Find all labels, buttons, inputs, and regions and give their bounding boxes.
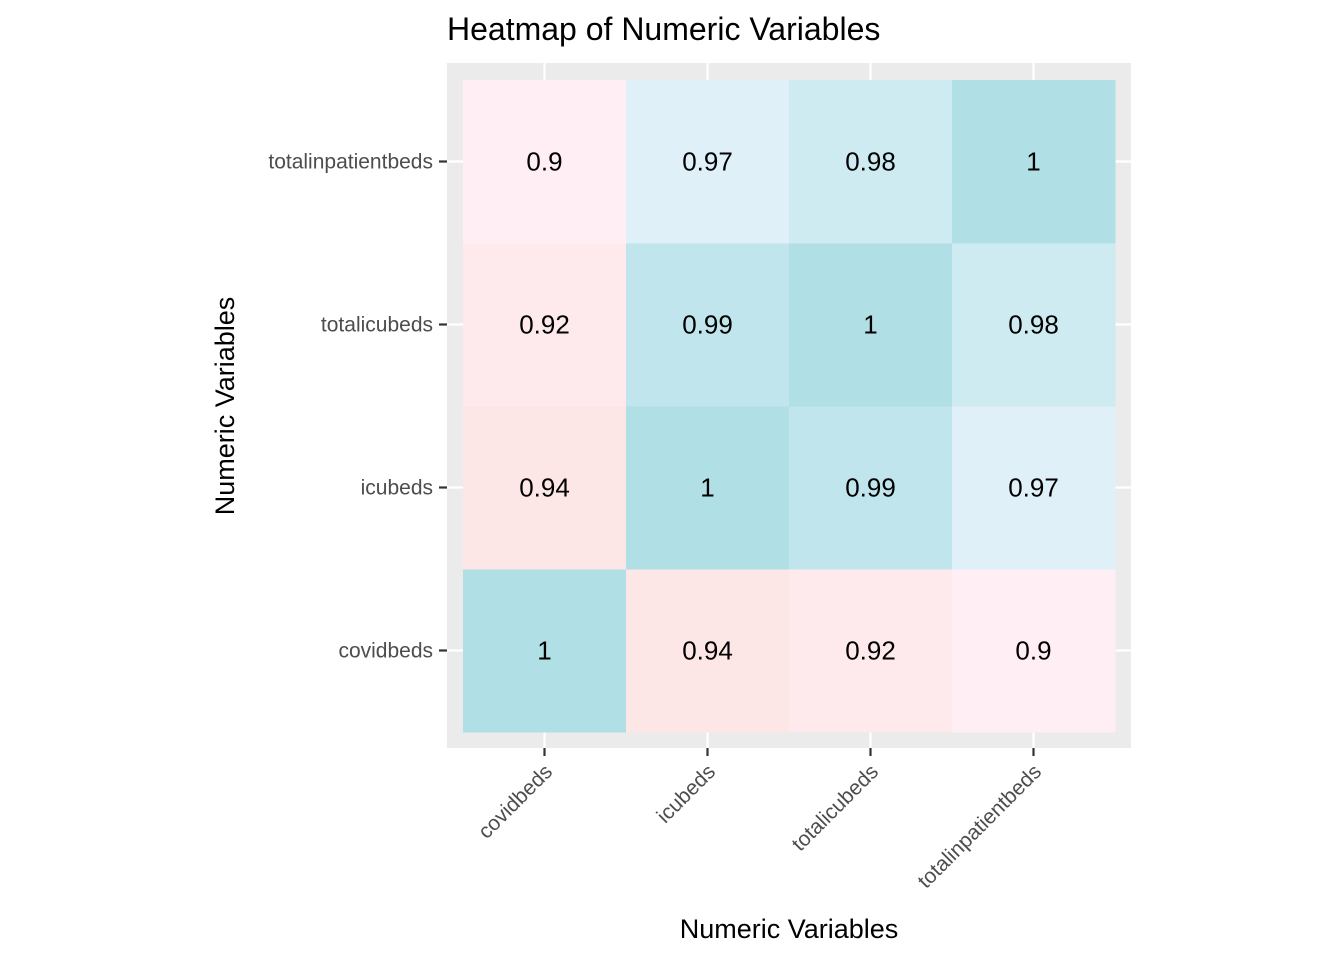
cell-value-label: 0.9 <box>1015 636 1051 666</box>
cell-value-label: 0.97 <box>682 147 733 177</box>
heatmap-cell <box>626 243 790 407</box>
x-tick-label: icubeds <box>653 760 720 827</box>
heatmap-cell <box>789 569 953 733</box>
cell-value-label: 0.98 <box>1008 310 1059 340</box>
y-tick-label: icubeds <box>361 477 433 500</box>
cell-value-label: 0.97 <box>1008 473 1059 503</box>
cell-value-label: 0.9 <box>526 147 562 177</box>
heatmap-cell <box>626 80 790 244</box>
heatmap-cell <box>463 80 627 244</box>
cell-value-label: 1 <box>1026 147 1040 177</box>
heatmap-cell <box>463 406 627 570</box>
cell-value-label: 1 <box>863 310 877 340</box>
cell-value-label: 1 <box>700 473 714 503</box>
cell-value-label: 0.92 <box>519 310 570 340</box>
cell-value-labels: 1 0.94 0.92 0.9 0.94 1 0.99 0.97 0.92 0.99 1 0.98 0.… <box>519 147 1059 666</box>
heatmap-cell <box>789 80 953 244</box>
heatmap-cell <box>952 569 1116 733</box>
x-tick-label: totalinpatientbeds <box>913 760 1046 893</box>
chart-title: Heatmap of Numeric Variables <box>447 11 880 47</box>
heatmap-cell <box>626 406 790 570</box>
cell-value-label: 1 <box>537 636 551 666</box>
heatmap-cell <box>952 243 1116 407</box>
heatmap-cells <box>463 80 1116 733</box>
cell-value-label: 0.94 <box>519 473 570 503</box>
heatmap-cell <box>952 80 1116 244</box>
y-axis-title: Numeric Variables <box>210 297 240 516</box>
x-axis-title: Numeric Variables <box>680 914 899 944</box>
cell-value-label: 0.92 <box>845 636 896 666</box>
heatmap-cell <box>626 569 790 733</box>
y-tick-label: totalinpatientbeds <box>268 151 433 174</box>
cell-value-label: 0.99 <box>845 473 896 503</box>
y-tick-label: covidbeds <box>338 640 433 663</box>
cell-value-label: 0.98 <box>845 147 896 177</box>
x-tick-label: covidbeds <box>474 760 557 843</box>
cell-value-label: 0.99 <box>682 310 733 340</box>
y-tick-label: totalicubeds <box>321 314 433 337</box>
x-axis: covidbeds icubeds totalicubeds totalinpatie… <box>474 748 1046 893</box>
y-axis: covidbeds icubeds totalicubeds totalinpatie… <box>268 151 447 663</box>
heatmap-cell <box>952 406 1116 570</box>
heatmap-cell <box>463 569 627 733</box>
cell-value-label: 0.94 <box>682 636 733 666</box>
heatmap-cell <box>789 406 953 570</box>
x-tick-label: totalicubeds <box>788 760 884 856</box>
heatmap-cell <box>463 243 627 407</box>
heatmap-cell <box>789 243 953 407</box>
